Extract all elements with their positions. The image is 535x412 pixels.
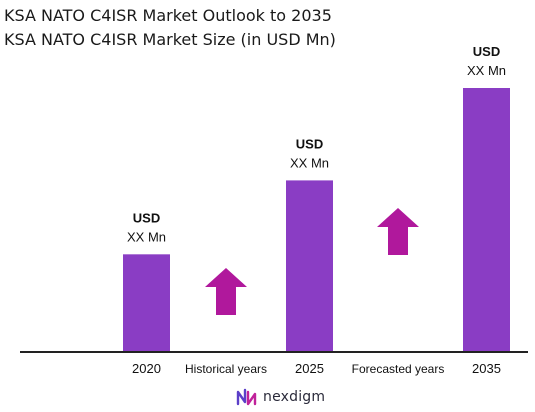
bar-label-unit: USD (296, 136, 323, 151)
bar-2020 (123, 254, 170, 352)
x-tick-label: 2025 (295, 361, 324, 376)
bar-label-unit: USD (133, 210, 160, 225)
bar-2035 (463, 88, 510, 352)
bar-label-value: XX Mn (467, 63, 506, 78)
bar-label-unit: USD (473, 44, 500, 59)
bar-label-value: XX Mn (127, 229, 166, 244)
brand-name: nexdigm (263, 389, 326, 405)
segment-label: Historical years (185, 362, 267, 376)
bar-2025 (286, 180, 333, 352)
chart-subtitle: KSA NATO C4ISR Market Size (in USD Mn) (4, 30, 336, 49)
chart-title: KSA NATO C4ISR Market Outlook to 2035 (4, 6, 332, 25)
x-tick-label: 2035 (472, 361, 501, 376)
bar-label-value: XX Mn (290, 155, 329, 170)
x-tick-label: 2020 (132, 361, 161, 376)
brand-logo: nexdigm (236, 386, 325, 408)
up-arrow-icon (377, 208, 419, 255)
nexdigm-logo-icon (236, 388, 257, 406)
segment-label: Forecasted years (352, 362, 445, 376)
up-arrow-icon (205, 268, 247, 315)
